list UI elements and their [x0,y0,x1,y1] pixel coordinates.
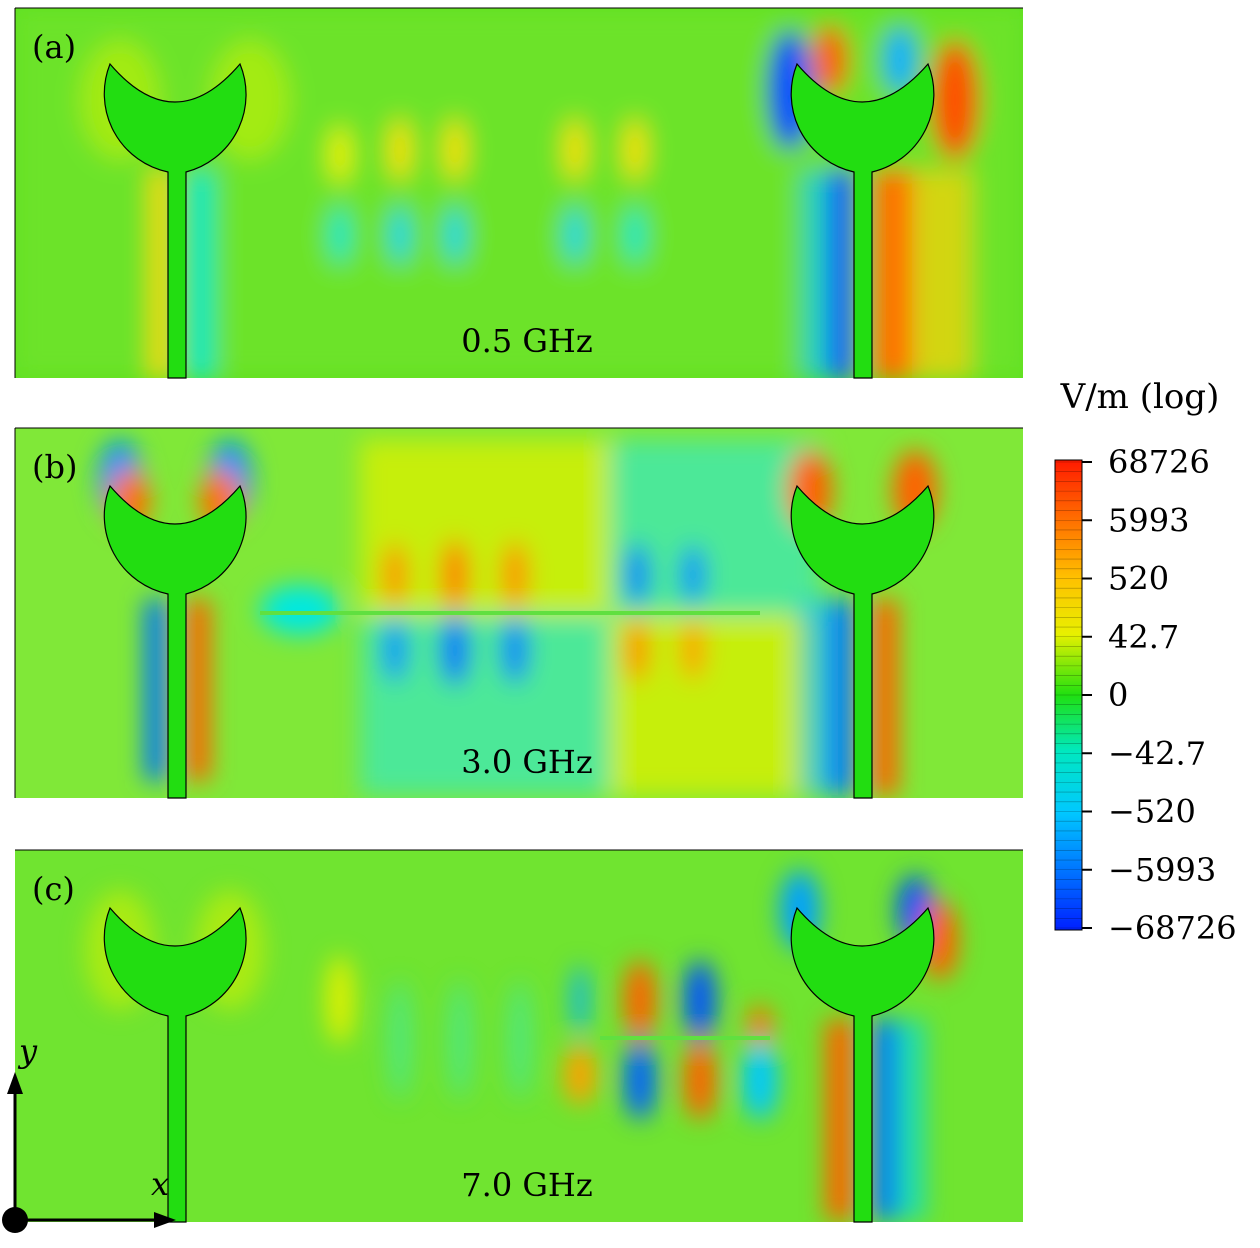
colorbar-tick-label: −42.7 [1108,734,1206,772]
panel-b: (b) 3.0 GHz [14,427,1023,799]
axes-indicator: y x [2,1032,176,1233]
colorbar: V/m (log) 68726 5993 520 42.7 0 −42.7 −520 −599… [1054,377,1237,947]
panel-b-label: (b) [32,448,77,486]
panel-b-frequency: 3.0 GHz [461,743,592,781]
panel-c-label: (c) [32,870,75,908]
colorbar-ticks: 68726 5993 520 42.7 0 −42.7 −520 −5993 −68726 [1082,443,1237,947]
origin-dot [2,1207,28,1233]
panel-a-left-antenna [103,62,247,379]
panel-c-right-antenna [790,906,935,1223]
colorbar-tick-label: −5993 [1108,851,1216,889]
colorbar-tick-label: −68726 [1108,909,1237,947]
colorbar-gradient [1054,459,1083,931]
colorbar-tick-label: 68726 [1108,443,1210,481]
panel-c-left-antenna [103,906,247,1223]
x-axis-label: x [151,1165,169,1203]
panel-a-label: (a) [32,28,76,66]
panel-a-frequency: 0.5 GHz [461,322,592,360]
colorbar-tick-label: 5993 [1108,501,1189,539]
colorbar-tick-label: −520 [1108,793,1196,831]
panel-a-right-antenna [790,62,935,379]
panel-b-left-antenna [103,484,247,799]
panel-c: (c) 7.0 GHz [15,849,1023,1223]
panel-a: (a) 0.5 GHz [14,7,1023,379]
colorbar-tick-label: 0 [1108,676,1128,714]
y-axis-label: y [17,1032,38,1070]
colorbar-unit: V/m (log) [1060,377,1220,417]
colorbar-minor-ticks [1055,461,1082,929]
panel-c-frequency: 7.0 GHz [461,1166,592,1204]
panel-b-right-antenna [790,484,935,799]
colorbar-tick-label: 520 [1108,560,1169,598]
colorbar-tick-label: 42.7 [1108,618,1179,656]
